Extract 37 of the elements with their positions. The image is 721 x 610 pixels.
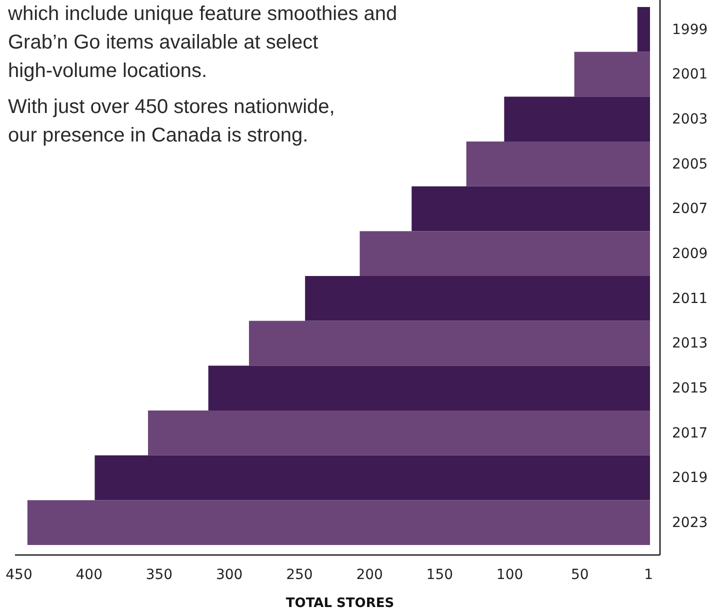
- annotation: With just over 450 stores nationwide, our presence in Canada is strong.: [8, 96, 335, 146]
- bar: [208, 366, 650, 410]
- y-tick-label: 2009: [672, 246, 708, 262]
- bar: [148, 410, 650, 456]
- x-tick-label: 1: [644, 566, 654, 583]
- x-tick-label: 350: [146, 566, 173, 583]
- y-tick-label: 2019: [672, 470, 708, 486]
- y-tick-label: 2015: [672, 380, 708, 397]
- y-tick-label: 2005: [672, 156, 708, 172]
- y-tick-label: 2001: [672, 66, 708, 83]
- y-tick-label: 2023: [672, 515, 708, 532]
- bar: [248, 320, 650, 366]
- x-tick-label: 150: [426, 566, 454, 583]
- bar: [466, 142, 650, 186]
- x-tick-label: 200: [356, 566, 383, 583]
- x-axis-title: TOTAL STORES: [286, 596, 394, 610]
- x-tick-label: 50: [570, 566, 589, 583]
- bar: [574, 52, 650, 97]
- bar: [94, 455, 650, 500]
- x-tick-label: 450: [6, 566, 32, 583]
- y-tick-label: 2017: [672, 425, 708, 442]
- y-tick-label: 2003: [672, 112, 708, 128]
- y-tick-label: 2007: [672, 201, 708, 218]
- y-tick-label: 1999: [672, 22, 708, 38]
- annotation: which include unique feature smoothies and Grab’n Go items available at select high-volume locations.: [7, 3, 398, 82]
- x-tick-label: 100: [496, 566, 524, 583]
- bar: [412, 186, 650, 232]
- y-tick-label: 2011: [672, 290, 708, 307]
- x-tick-label: 400: [76, 566, 102, 583]
- bar: [504, 96, 650, 142]
- x-tick-label: 250: [286, 566, 313, 583]
- bar: [637, 7, 650, 52]
- bar: [305, 276, 650, 321]
- bar: [27, 500, 650, 545]
- y-tick-label: 2013: [672, 336, 708, 352]
- x-tick-label: 300: [216, 566, 243, 583]
- bar: [360, 231, 650, 276]
